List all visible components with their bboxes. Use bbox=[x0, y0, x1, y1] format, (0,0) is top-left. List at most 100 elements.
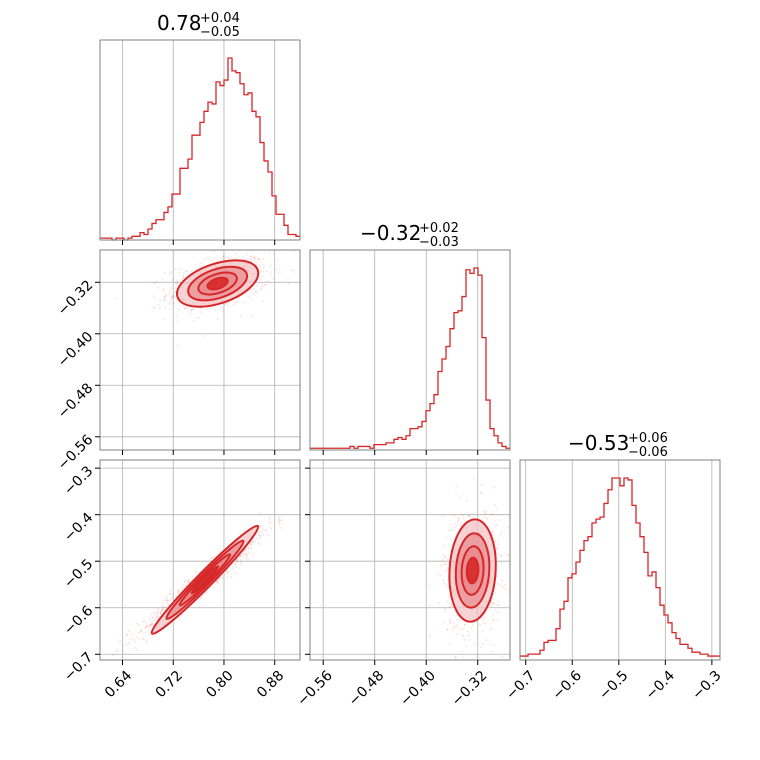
sample-point bbox=[168, 599, 171, 602]
sample-point bbox=[470, 626, 473, 629]
sample-point bbox=[168, 302, 171, 305]
sample-point bbox=[498, 603, 501, 606]
sample-point bbox=[182, 275, 185, 278]
sample-point bbox=[259, 269, 262, 272]
sample-point bbox=[254, 256, 257, 259]
sample-point bbox=[492, 534, 495, 537]
sample-point bbox=[494, 524, 497, 527]
sample-point bbox=[448, 594, 451, 597]
sample-point bbox=[460, 513, 463, 516]
sample-point bbox=[480, 517, 483, 520]
sample-point bbox=[183, 581, 186, 584]
sample-point bbox=[442, 553, 445, 556]
sample-point bbox=[148, 624, 151, 627]
sample-point bbox=[287, 277, 290, 280]
sample-point bbox=[182, 272, 185, 275]
sample-point bbox=[214, 257, 217, 260]
sample-point bbox=[165, 601, 168, 604]
sample-point bbox=[119, 639, 122, 642]
sample-point bbox=[225, 572, 228, 575]
sample-point bbox=[504, 552, 507, 555]
sample-point bbox=[205, 590, 208, 593]
sample-point bbox=[149, 617, 152, 620]
sample-point bbox=[178, 271, 181, 274]
sample-point bbox=[246, 548, 249, 551]
sample-point bbox=[250, 255, 253, 258]
sample-point bbox=[240, 560, 243, 563]
sample-point bbox=[268, 251, 271, 254]
sample-point bbox=[234, 252, 237, 255]
sample-point bbox=[201, 594, 204, 597]
sample-point bbox=[500, 554, 503, 557]
title-x1-main: −0.32 bbox=[360, 221, 421, 245]
sample-point bbox=[216, 581, 219, 584]
sample-point bbox=[497, 618, 500, 621]
sample-point bbox=[188, 578, 191, 581]
sample-point bbox=[467, 514, 470, 517]
y-tick-label: −0.7 bbox=[61, 649, 96, 684]
sample-point bbox=[258, 512, 261, 515]
sample-point bbox=[253, 257, 256, 260]
sample-point bbox=[155, 280, 158, 283]
sample-point bbox=[277, 272, 280, 275]
sample-point bbox=[499, 554, 502, 557]
sample-point bbox=[443, 607, 446, 610]
sample-point bbox=[239, 558, 242, 561]
sample-point bbox=[156, 286, 159, 289]
sample-point bbox=[222, 255, 225, 258]
sample-point bbox=[163, 272, 166, 275]
sample-point bbox=[448, 606, 451, 609]
sample-point bbox=[462, 655, 465, 658]
sample-point bbox=[176, 282, 179, 285]
sample-point bbox=[111, 653, 114, 656]
sample-point bbox=[242, 553, 245, 556]
sample-point bbox=[452, 622, 455, 625]
sample-point bbox=[252, 293, 255, 296]
sample-point bbox=[156, 611, 159, 614]
sample-point bbox=[153, 613, 156, 616]
sample-point bbox=[190, 308, 193, 311]
sample-point bbox=[145, 625, 148, 628]
sample-point bbox=[150, 624, 153, 627]
y-tick-label: −0.6 bbox=[61, 603, 96, 638]
sample-point bbox=[468, 514, 471, 517]
sample-point bbox=[174, 280, 177, 283]
sample-point bbox=[442, 515, 445, 518]
sample-point bbox=[122, 650, 125, 653]
sample-point bbox=[187, 581, 190, 584]
sample-point bbox=[261, 276, 264, 279]
sample-point bbox=[168, 592, 171, 595]
sample-point bbox=[262, 284, 265, 287]
sample-point bbox=[220, 575, 223, 578]
sample-point bbox=[462, 517, 465, 520]
sample-point bbox=[449, 524, 452, 527]
sample-point bbox=[245, 552, 248, 555]
sample-point bbox=[250, 547, 253, 550]
sample-point bbox=[199, 262, 202, 265]
sample-point bbox=[173, 290, 176, 293]
sample-point bbox=[461, 634, 464, 637]
sample-point bbox=[156, 614, 159, 617]
sample-point bbox=[143, 618, 146, 621]
sample-point bbox=[171, 296, 174, 299]
sample-point bbox=[176, 588, 179, 591]
sample-point bbox=[244, 553, 247, 556]
sample-point bbox=[450, 529, 453, 532]
sample-point bbox=[186, 270, 189, 273]
sample-point bbox=[188, 313, 191, 316]
sample-point bbox=[501, 655, 504, 658]
sample-point bbox=[240, 554, 243, 557]
sample-point bbox=[203, 258, 206, 261]
sample-point bbox=[145, 624, 148, 627]
sample-point bbox=[254, 247, 256, 249]
sample-point bbox=[166, 599, 169, 602]
sample-point bbox=[145, 639, 148, 642]
sample-point bbox=[158, 306, 161, 309]
sample-point bbox=[459, 628, 462, 631]
y-tick-label: −0.56 bbox=[55, 432, 97, 474]
sample-point bbox=[172, 302, 175, 305]
sample-point bbox=[149, 624, 152, 627]
sample-point bbox=[259, 288, 262, 291]
sample-point bbox=[456, 633, 459, 636]
